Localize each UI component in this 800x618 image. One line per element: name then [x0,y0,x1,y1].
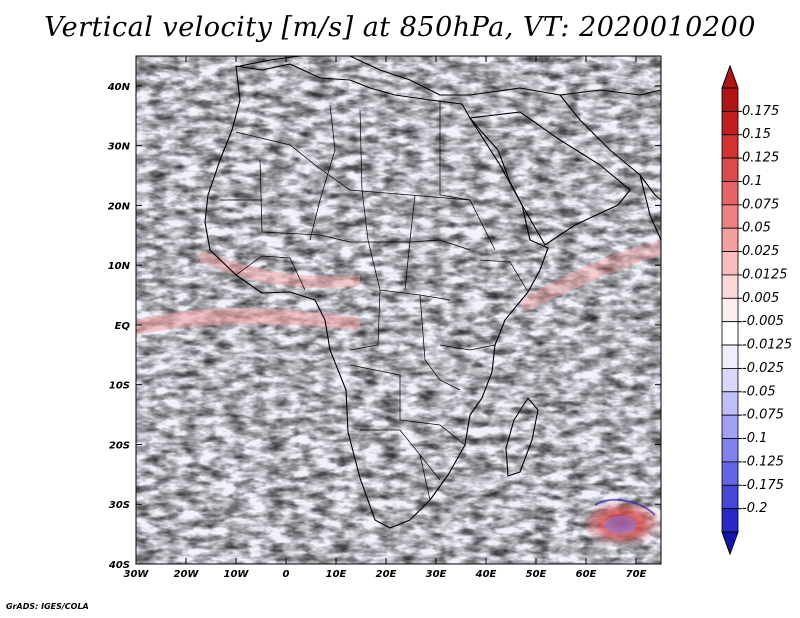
velocity-field [136,56,661,564]
lat-tick-label: 30N [108,142,131,153]
colorbar-swatch [721,297,739,323]
colorbar-label: 0.05 [742,221,771,236]
plot-frame [135,55,662,565]
lat-tick-label: 40S [108,560,130,571]
lon-tick-label: 10W [224,569,250,580]
colorbar-label: 0.125 [742,151,779,166]
lat-tick-label: 30S [109,500,130,511]
colorbar-bottom-arrow [721,531,739,556]
lon-tick-label: 50E [526,569,547,580]
colorbar-label: -0.1 [742,431,767,446]
grads-credit: GrADS: IGES/COLA [6,602,89,611]
longitude-axis: 30W 20W 10W 0 10E 20E 30E 40E 50E 60E 70E [124,56,647,580]
lon-tick-label: 0 [283,569,290,580]
lat-tick-label: 10S [109,381,130,392]
colorbar-label: -0.0125 [742,338,792,353]
colorbar-top-arrow [721,64,739,89]
lat-tick-label: 20S [109,440,130,451]
colorbar-label: 0.1 [742,174,763,189]
colorbar-swatch [721,461,739,486]
lon-tick-label: 40E [475,569,497,580]
latitude-axis: 40N 30N 20N 10N EQ 10S 20S 30S 40S [107,82,661,571]
coastlines [204,55,662,529]
colorbar-label: 0.025 [742,244,779,259]
colorbar-swatch [721,321,739,346]
lon-tick-label: 10E [326,569,347,580]
colorbar-swatch [721,134,739,159]
colorbar-swatch [721,344,739,369]
colorbar-label: -0.125 [742,454,784,469]
colorbar-label: -0.005 [742,314,784,329]
chart-title: Vertical velocity [m/s] at 850hPa, VT: 2… [44,12,756,43]
colorbar-swatch [721,251,739,276]
lon-tick-label: 30E [426,569,447,580]
lat-tick-label: 20N [108,201,131,212]
colorbar-label: -0.05 [742,384,776,399]
colorbar-swatch [721,87,739,112]
lon-tick-label: 30W [124,569,150,580]
lat-tick-label: 10N [108,261,131,272]
colorbar-label: 0.005 [742,291,779,306]
country-borders [220,100,529,501]
colorbar-swatch [721,157,739,182]
colorbar-label: -0.2 [742,501,767,516]
colorbar-label: 0.15 [742,127,771,142]
lat-tick-label: EQ [115,321,131,332]
colorbar-label: -0.075 [742,408,784,423]
colorbar-swatch [721,414,739,439]
colorbar-label: -0.025 [742,361,784,376]
colorbar-swatch [721,204,739,229]
lat-tick-label: 40N [107,82,131,93]
colorbar-swatch [721,181,739,206]
lon-tick-label: 20W [174,569,200,580]
lon-tick-label: 60E [576,569,597,580]
lon-tick-label: 20E [376,569,397,580]
colorbar-swatch [721,508,739,533]
colorbar-label: 0.0125 [742,267,788,282]
colorbar-swatch [721,110,739,136]
colorbar-label: 0.075 [742,197,779,212]
colorbar-swatch [721,391,739,416]
colorbar: 0.175 0.15 0.125 0.1 0.075 0.05 0.025 0.0125 0.0… [721,64,792,556]
colorbar-label: 0.175 [742,104,779,119]
colorbar-label: -0.175 [742,478,784,493]
colorbar-swatch [721,438,739,463]
lon-tick-label: 70E [626,569,647,580]
colorbar-swatch [721,368,739,393]
colorbar-swatch [721,227,739,252]
colorbar-swatch [721,274,739,299]
colorbar-swatch [721,484,739,510]
